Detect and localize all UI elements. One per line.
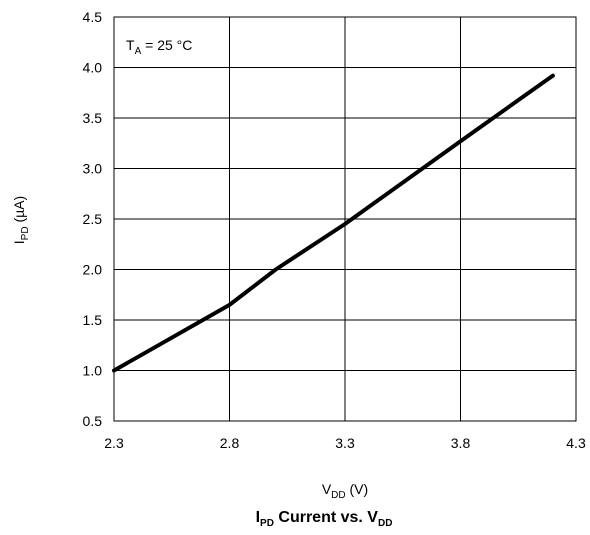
y-tick-label: 1.0 bbox=[83, 363, 103, 379]
y-tick-label: 1.5 bbox=[83, 312, 103, 328]
y-tick-label: 3.5 bbox=[83, 110, 103, 126]
x-tick-label: 2.3 bbox=[104, 435, 124, 451]
x-tick-label: 4.3 bbox=[566, 435, 586, 451]
y-axis-label: IPD (µA) bbox=[11, 196, 31, 244]
y-tick-labels: 0.5 1.0 1.5 2.0 2.5 3.0 3.5 4.0 4.5 bbox=[83, 9, 103, 429]
x-tick-labels: 2.3 2.8 3.3 3.8 4.3 bbox=[104, 435, 586, 451]
series-line bbox=[112, 73, 555, 373]
x-tick-label: 3.8 bbox=[451, 435, 471, 451]
y-tick-label: 4.5 bbox=[83, 9, 103, 25]
grid bbox=[113, 16, 577, 422]
y-tick-label: 4.0 bbox=[83, 60, 103, 76]
y-tick-label: 2.0 bbox=[83, 262, 103, 278]
x-tick-label: 3.3 bbox=[335, 435, 355, 451]
plot-frame bbox=[113, 16, 577, 422]
y-tick-label: 3.0 bbox=[83, 161, 103, 177]
temperature-annotation: TA = 25 °C bbox=[126, 37, 192, 57]
y-tick-label: 2.5 bbox=[83, 211, 103, 227]
x-axis-label: VDD (V) bbox=[322, 481, 368, 501]
x-tick-label: 2.8 bbox=[220, 435, 240, 451]
y-tick-label: 0.5 bbox=[83, 413, 103, 429]
chart-title: IPD Current vs. VDD bbox=[256, 509, 393, 529]
